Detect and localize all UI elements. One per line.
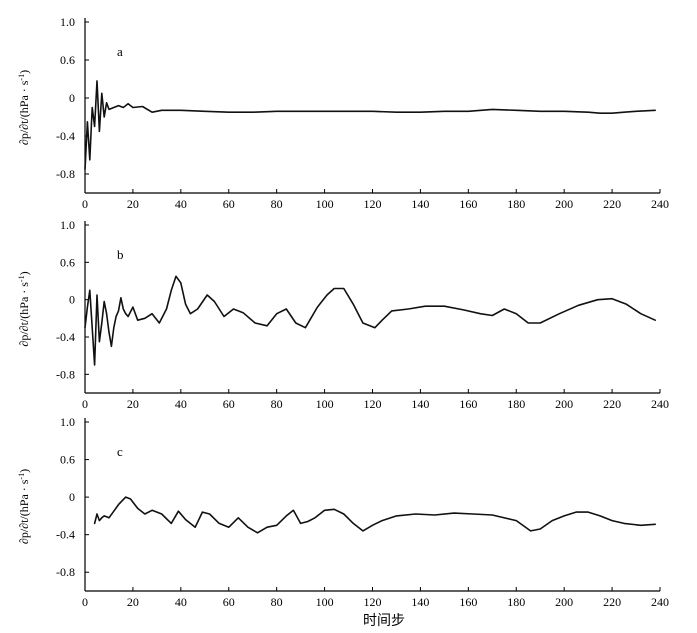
panel-label: a xyxy=(117,44,123,59)
y-label-close: ) xyxy=(17,469,31,473)
y-tick-label: 0.6 xyxy=(60,53,75,67)
x-tick-label: 100 xyxy=(316,595,334,609)
x-tick-label: 40 xyxy=(175,197,187,211)
y-tick-label: -0.4 xyxy=(56,129,75,143)
x-tick-label: 160 xyxy=(459,197,477,211)
x-tick-label: 80 xyxy=(271,397,283,411)
x-tick-label: 40 xyxy=(175,397,187,411)
x-tick-label: 0 xyxy=(82,397,88,411)
x-tick-label: 140 xyxy=(411,197,429,211)
y-tick-label: 1.0 xyxy=(60,15,75,29)
series-line-b xyxy=(84,275,656,366)
x-tick-label: 220 xyxy=(603,197,621,211)
x-tick-label: 240 xyxy=(651,197,669,211)
chart-panel-a: 0 20 40 60 80 100 120 140 160 180 200 220 240 1.0 0.6 0… xyxy=(17,15,670,211)
x-tick-label: 120 xyxy=(364,397,382,411)
x-tick-label: 180 xyxy=(507,397,525,411)
y-label-unit: /(hPa · s xyxy=(17,282,31,322)
x-tick-label: 200 xyxy=(555,397,573,411)
x-tick-label: 60 xyxy=(223,197,235,211)
x-tick-label: 160 xyxy=(459,595,477,609)
y-tick-label: 0.6 xyxy=(60,255,75,269)
y-tick-label: -0.8 xyxy=(56,167,75,181)
y-tick-label: 0.6 xyxy=(60,453,75,467)
x-tick-label: 0 xyxy=(82,595,88,609)
panel-label: b xyxy=(117,247,124,262)
y-label-derivative: ∂p/∂t xyxy=(17,321,31,346)
x-tick-label: 120 xyxy=(364,595,382,609)
x-tick-label: 100 xyxy=(316,197,334,211)
y-axis-label: ∂p/∂t/(hPa · s-1) xyxy=(17,469,32,544)
chart-panel-c: 0 20 40 60 80 100 120 140 160 180 200 220 240 1.0 0.6 0… xyxy=(17,415,670,609)
x-tick-label: 120 xyxy=(364,197,382,211)
x-tick-label: 60 xyxy=(223,595,235,609)
x-tick-label: 140 xyxy=(411,595,429,609)
y-label-unit: /(hPa · s xyxy=(17,479,31,519)
x-tick-label: 240 xyxy=(651,595,669,609)
x-tick-label: 220 xyxy=(603,397,621,411)
x-tick-label: 100 xyxy=(316,397,334,411)
y-label-derivative: ∂p/∂t xyxy=(17,519,31,544)
series-line-a xyxy=(84,80,656,171)
x-tick-label: 180 xyxy=(507,197,525,211)
y-tick-label: 1.0 xyxy=(60,415,75,429)
y-label-unit: /(hPa · s xyxy=(17,80,31,120)
y-label-exponent: -1 xyxy=(17,275,26,282)
y-axis-label: ∂p/∂t/(hPa · s-1) xyxy=(17,271,32,346)
series-line-c xyxy=(93,496,656,534)
x-tick-label: 20 xyxy=(127,197,139,211)
y-tick-label: 0 xyxy=(69,91,75,105)
x-tick-label: 220 xyxy=(603,595,621,609)
x-axis-title: 时间步 xyxy=(363,613,405,629)
x-tick-label: 180 xyxy=(507,595,525,609)
y-tick-label: 0 xyxy=(69,293,75,307)
x-tick-label: 20 xyxy=(127,397,139,411)
x-tick-label: 240 xyxy=(651,397,669,411)
y-label-derivative: ∂p/∂t xyxy=(17,120,31,145)
y-label-exponent: -1 xyxy=(17,74,26,81)
x-tick-label: 20 xyxy=(127,595,139,609)
x-tick-label: 140 xyxy=(411,397,429,411)
y-tick-label: 0 xyxy=(69,490,75,504)
y-tick-label: -0.4 xyxy=(56,330,75,344)
x-tick-label: 0 xyxy=(82,197,88,211)
x-tick-label: 80 xyxy=(271,197,283,211)
y-tick-label: -0.8 xyxy=(56,367,75,381)
y-tick-label: -0.8 xyxy=(56,565,75,579)
x-tick-label: 60 xyxy=(223,397,235,411)
y-tick-label: 1.0 xyxy=(60,218,75,232)
y-label-close: ) xyxy=(17,70,31,74)
panel-label: c xyxy=(117,444,123,459)
x-tick-label: 40 xyxy=(175,595,187,609)
chart-panel-b: 0 20 40 60 80 100 120 140 160 180 200 220 240 1.0 0.6 0… xyxy=(17,218,670,411)
y-label-close: ) xyxy=(17,271,31,275)
y-tick-label: -0.4 xyxy=(56,528,75,542)
x-tick-label: 80 xyxy=(271,595,283,609)
x-tick-label: 160 xyxy=(459,397,477,411)
y-label-exponent: -1 xyxy=(17,473,26,480)
panels-group: 0 20 40 60 80 100 120 140 160 180 200 220 2401.00.60… xyxy=(17,15,670,609)
y-axis-label: ∂p/∂t/(hPa · s-1) xyxy=(17,70,32,145)
x-tick-label: 200 xyxy=(555,595,573,609)
x-tick-label: 200 xyxy=(555,197,573,211)
